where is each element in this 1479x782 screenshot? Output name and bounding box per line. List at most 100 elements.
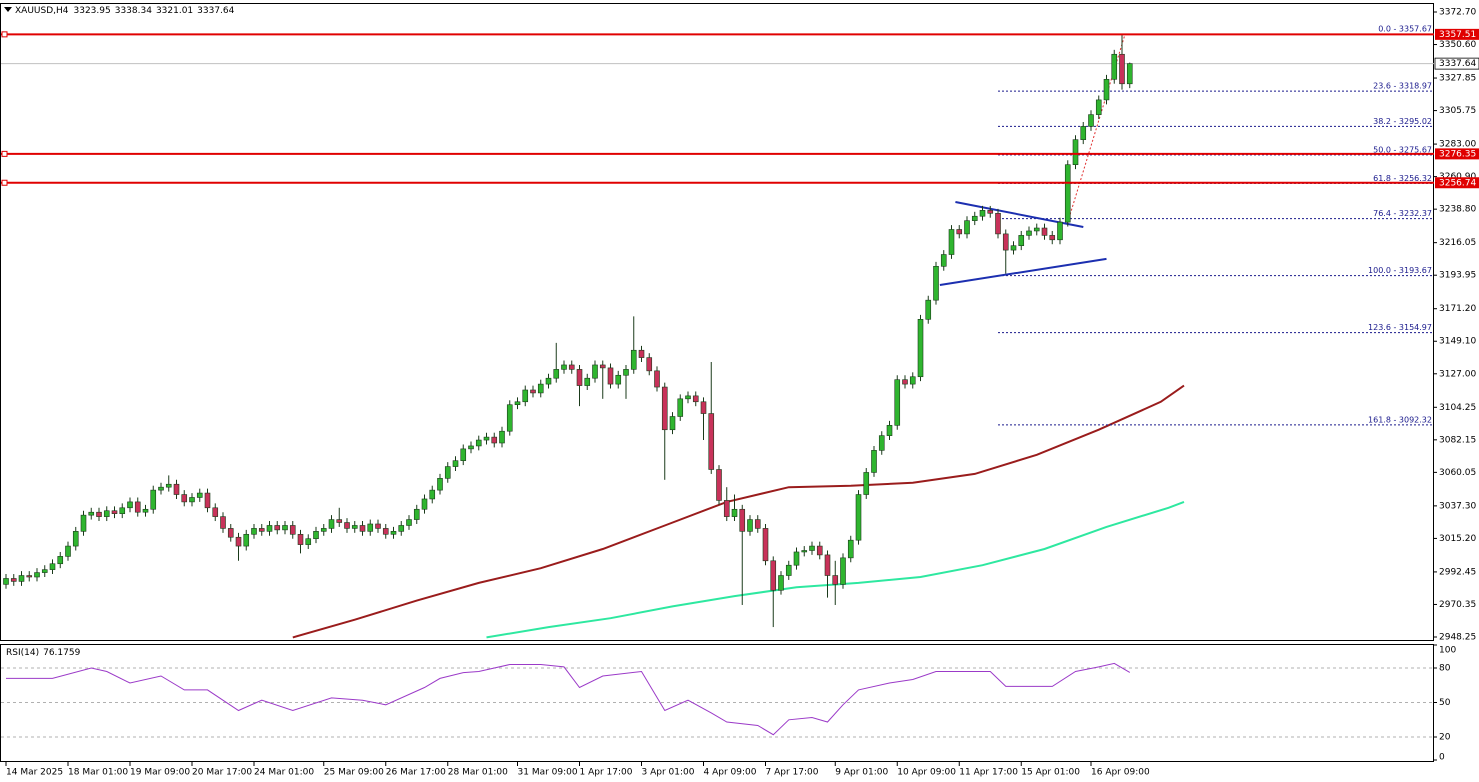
candle-body [10,578,17,582]
candle-body [723,500,730,517]
candle-body [305,538,312,545]
candle-body [336,519,343,523]
level-box [1435,177,1479,189]
candle-body [274,525,281,531]
candle-body [382,528,389,535]
candle-body [88,511,95,516]
candle-body [196,492,203,498]
candle-body [475,439,482,447]
candle-body [855,494,862,541]
candle-body [754,519,761,529]
candle-body [506,404,513,432]
candle-body [96,511,102,517]
fib-label: 0.0 - 3357.67 [1378,25,1432,34]
level-box [1435,28,1479,40]
candle-body [251,528,257,535]
x-tick-label: 11 Apr 17:00 [959,768,1018,778]
rsi-tick-label: 20 [1439,733,1451,743]
y-tick-label: 2948.25 [1439,633,1476,643]
candle-body [770,560,777,591]
rsi-tick-label: 0 [1439,753,1445,763]
x-tick-label: 1 Apr 17:00 [580,768,633,778]
candle-body [514,401,521,406]
candle-body [235,536,242,547]
candle-body [367,523,374,532]
candle-body [809,545,815,551]
candle-body [793,551,800,566]
candle-body [948,229,955,255]
candle-body [925,299,932,320]
candle-body [189,497,195,503]
candle-body [421,498,428,510]
header: XAUUSD,H4 3323.95 3338.34 3321.01 3337.64 [15,6,235,16]
candle-body [661,386,668,431]
y-tick-label: 2992.45 [1439,567,1476,577]
candle-body [1126,63,1133,85]
candle-body [359,525,366,532]
candle-body [576,369,583,386]
candle-body [592,364,598,379]
candle-body [181,494,188,503]
candle-body [677,398,684,417]
fib-label: 161.8 - 3092.32 [1368,415,1432,424]
candle-body [429,489,436,500]
candle-body [18,575,25,582]
candle-body [26,575,33,578]
candle-body [1064,164,1071,223]
y-tick-label: 3149.10 [1439,337,1476,347]
candle-body [406,519,412,526]
candle-body [266,525,273,532]
candle-body [1072,139,1079,165]
candle-body [499,430,505,444]
y-tick-label: 3260.90 [1439,172,1476,182]
candle-body [847,539,854,559]
y-tick-label: 3216.05 [1439,238,1476,248]
candle-body [452,460,459,467]
y-tick-label: 3283.00 [1439,140,1476,150]
candle-body [413,508,420,520]
trendline [939,257,1107,286]
candle-body [173,483,180,495]
candle-body [80,514,87,532]
candle-body [34,572,40,578]
candle-body [111,510,118,514]
candle-body [127,501,133,509]
candle-body [243,533,250,547]
fib-label: 123.6 - 3154.97 [1368,323,1432,332]
candle-body [553,369,560,379]
candle-body [41,569,48,573]
level-box [1435,148,1479,160]
y-tick-label: 3327.85 [1439,74,1476,84]
candle-body [158,486,164,491]
candle-body [282,525,288,531]
y-tick-label: 2970.35 [1439,600,1476,610]
candle-body [1119,53,1125,85]
fib-label: 50.0 - 3275.67 [1373,145,1432,154]
candle-body [708,413,715,470]
x-tick-label: 26 Mar 17:00 [386,768,446,778]
y-tick-label: 3372.70 [1439,8,1476,18]
candle-body [568,364,575,370]
candle-body [1002,233,1009,251]
candle-body [840,557,846,585]
candle-body [150,489,157,510]
candle-body [692,395,699,403]
rsi-line [6,662,1131,736]
y-tick-label: 3015.20 [1439,534,1476,544]
moving-average [292,384,1185,639]
candle-body [320,528,327,532]
candle-body [785,564,792,576]
candle-body [119,507,126,514]
candle-body [165,483,172,488]
candle-body [933,265,939,301]
rsi-tick-label: 50 [1439,698,1451,708]
price-label: 3337.64 [1439,59,1476,69]
rsi-header: RSI(14) 76.1759 [6,648,81,658]
candle-body [1033,227,1040,232]
y-tick-label: 3238.80 [1439,205,1476,215]
candle-body [909,376,916,385]
level-anchor [1,150,8,157]
candle-body [344,522,350,529]
rsi-label: RSI(14) [6,648,39,658]
